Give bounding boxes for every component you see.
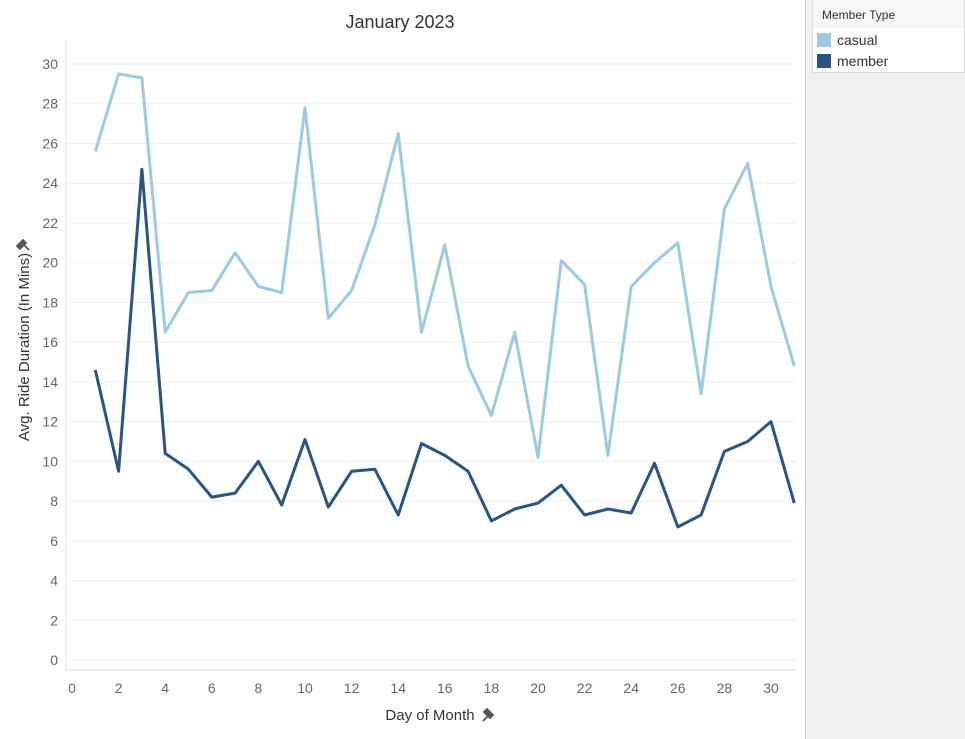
x-tick-label: 6	[208, 680, 216, 696]
y-tick-label: 28	[42, 96, 58, 112]
y-tick-label: 0	[50, 652, 58, 668]
legend-item-casual[interactable]: casual	[817, 31, 877, 49]
line-chart: January 2023 024681012141618202224262830…	[15, 12, 796, 724]
pin-icon[interactable]	[482, 707, 495, 722]
y-tick-label: 20	[42, 255, 58, 271]
gridlines	[66, 63, 796, 661]
y-tick-label: 16	[42, 334, 58, 350]
x-tick-label: 28	[717, 680, 733, 696]
x-tick-label: 26	[670, 680, 686, 696]
x-tick-label: 2	[115, 680, 123, 696]
y-tick-label: 2	[50, 612, 58, 628]
series-line-casual[interactable]	[93, 72, 796, 459]
x-tick-label: 30	[763, 680, 779, 696]
y-tick-label: 10	[42, 453, 58, 469]
legend-label-member: member	[837, 53, 889, 69]
y-tick-label: 4	[50, 573, 58, 589]
y-tick-label: 30	[42, 56, 58, 72]
y-axis-label: Avg. Ride Duration (In Mins)	[16, 253, 33, 441]
y-tick-label: 14	[42, 374, 58, 390]
y-tick-label: 26	[42, 135, 58, 151]
x-tick-label: 22	[577, 680, 593, 696]
x-tick-labels: 0 2 4 6 8 10 12 14 16 18 20 22 24 26 28 30	[68, 680, 779, 696]
x-tick-label: 8	[255, 680, 263, 696]
x-tick-label: 4	[161, 680, 169, 696]
x-tick-label: 24	[623, 680, 639, 696]
y-tick-label: 24	[42, 175, 58, 191]
pin-icon[interactable]	[15, 238, 30, 251]
legend-label-casual: casual	[837, 32, 878, 48]
legend-swatch-casual	[817, 33, 831, 47]
legend-item-member[interactable]: member	[817, 52, 888, 70]
x-tick-label: 0	[68, 680, 76, 696]
y-tick-label: 22	[42, 215, 58, 231]
x-axis-label: Day of Month	[385, 707, 474, 724]
y-tick-label: 6	[50, 533, 58, 549]
series-lines	[93, 72, 796, 529]
series-line-member[interactable]	[93, 167, 796, 529]
x-tick-label: 12	[344, 680, 360, 696]
y-tick-label: 8	[50, 493, 58, 509]
x-tick-label: 18	[484, 680, 500, 696]
x-tick-label: 14	[390, 680, 406, 696]
chart-area: January 2023 0 2 4 6 8 10 12 14 16 18 20 22 24 26 28 30…	[15, 12, 796, 724]
x-tick-label: 16	[437, 680, 453, 696]
legend: Member Type casual member	[812, 0, 965, 73]
chart-title: January 2023	[345, 12, 454, 32]
legend-title: Member Type	[813, 0, 964, 28]
y-tick-label: 12	[42, 414, 58, 430]
legend-panel: Member Type casual member	[805, 0, 965, 739]
x-tick-label: 20	[530, 680, 546, 696]
x-tick-label: 10	[297, 680, 313, 696]
legend-swatch-member	[817, 54, 831, 68]
y-tick-label: 18	[42, 294, 58, 310]
